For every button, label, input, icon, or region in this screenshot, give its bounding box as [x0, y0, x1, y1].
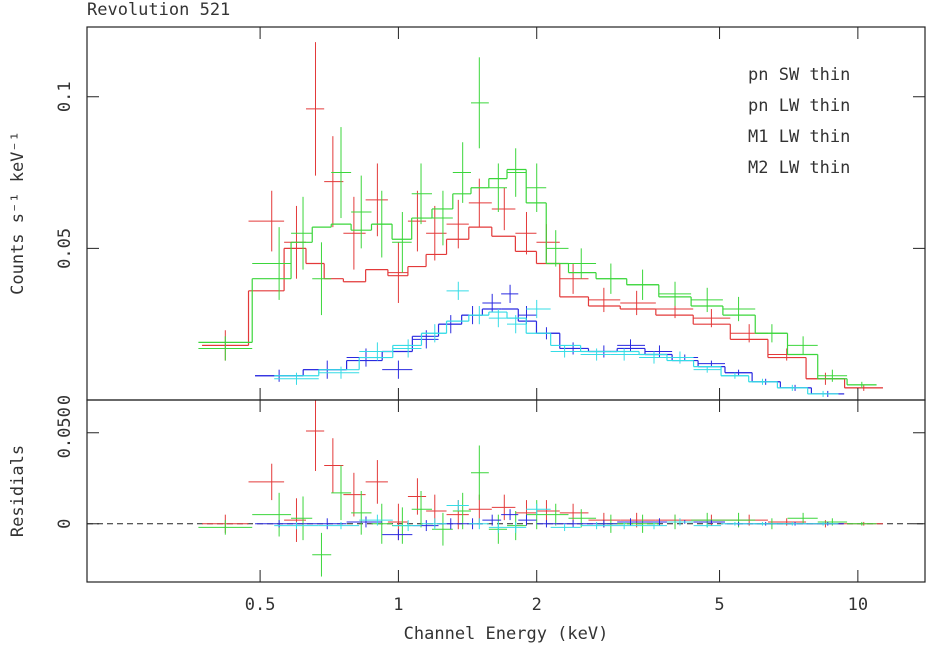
legend-entry: M2 LW thin — [748, 158, 850, 178]
residual-panel — [87, 400, 925, 577]
x-tick-label: 1 — [393, 595, 403, 615]
x-tick-label: 0.5 — [245, 595, 276, 615]
chart-title: Revolution 521 — [87, 0, 230, 20]
legend-entry: M1 LW thin — [748, 127, 850, 147]
legend-entry: pn SW thin — [748, 65, 850, 85]
x-tick-label: 5 — [714, 595, 724, 615]
axes: 0.5 1 2 5 10 0 0.05 0.1 0 0.050 pn SW thin pn LW th… — [55, 27, 925, 615]
residual-axis-label: Residials — [8, 445, 28, 537]
x-axis-label: Channel Energy (keV) — [404, 624, 609, 644]
y-tick-label: 0.1 — [55, 81, 75, 112]
y-axis-label: Counts s⁻¹ keV⁻¹ — [8, 131, 28, 295]
y-tick-label: 0 — [55, 395, 75, 405]
panel-frame — [86, 399, 926, 583]
spectrum-panel — [198, 42, 883, 397]
y-tick-label: 0 — [55, 519, 75, 529]
y-tick-label: 0.05 — [55, 228, 75, 269]
legend-entry: pn LW thin — [748, 96, 850, 116]
y-tick-label: 0.050 — [55, 407, 75, 458]
x-tick-label: 2 — [532, 595, 542, 615]
x-tick-label: 10 — [848, 595, 868, 615]
